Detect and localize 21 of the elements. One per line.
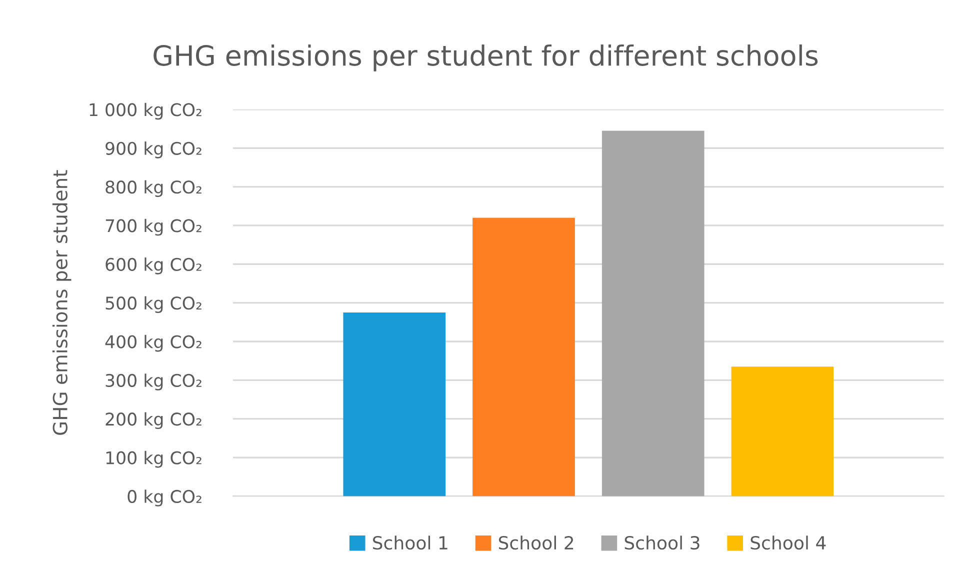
y-tick-label: 100 kg CO₂: [106, 450, 202, 468]
legend-label: School 4: [750, 536, 826, 550]
y-tick-label: 700 kg CO₂: [106, 218, 202, 236]
y-tick-label: 600 kg CO₂: [106, 258, 202, 274]
bar: [602, 130, 704, 496]
chart-title: GHG emissions per student for different schools: [154, 44, 818, 72]
legend-label: School 1: [372, 536, 448, 550]
y-tick-label: 1 000 kg CO₂: [90, 102, 202, 120]
y-tick-label: 900 kg CO₂: [106, 142, 202, 158]
y-tick-label: 800 kg CO₂: [106, 180, 202, 197]
y-tick-label: 500 kg CO₂: [106, 296, 202, 314]
legend-label: School 3: [624, 536, 700, 550]
y-tick-label: 200 kg CO₂: [106, 412, 202, 430]
y-tick-label: 0 kg CO₂: [128, 490, 202, 506]
y-axis-title: GHG emissions per student: [52, 170, 72, 435]
legend-label: School 2: [498, 536, 574, 550]
bar: [731, 366, 834, 496]
bar: [343, 312, 446, 496]
y-tick-label: 400 kg CO₂: [105, 334, 202, 352]
y-tick-label: 300 kg CO₂: [106, 374, 202, 390]
bar: [472, 218, 575, 496]
